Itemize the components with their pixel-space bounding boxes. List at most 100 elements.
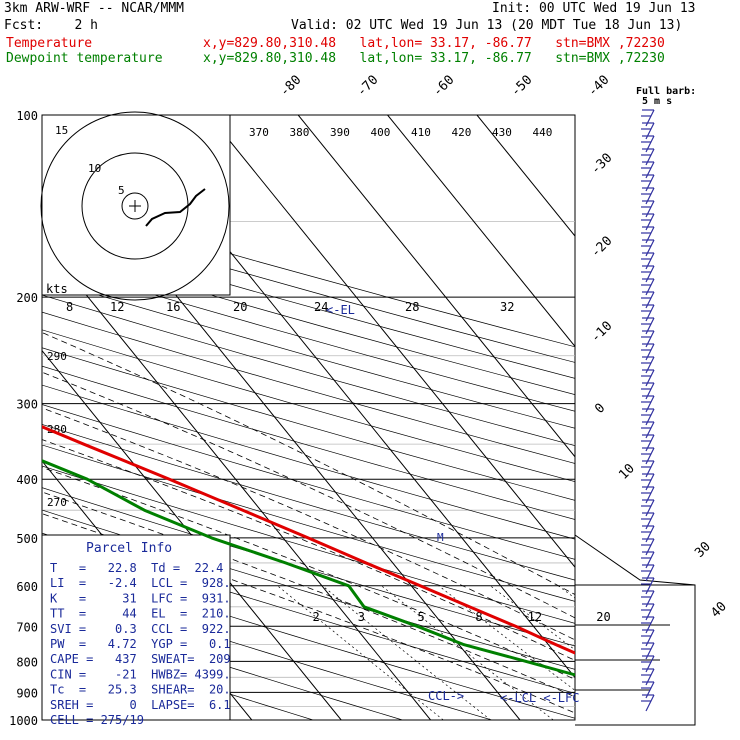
dry-adiabat — [42, 294, 575, 447]
dry-adiabat — [42, 581, 494, 720]
dry-adiabat — [42, 245, 575, 395]
hodograph-ring-label: 5 — [118, 184, 125, 197]
hodograph-speed-labels: 8 12 16 20 24 28 32 — [66, 300, 514, 314]
hodograph-ring — [40, 111, 230, 301]
hodograph-ring-label: 15 — [55, 124, 68, 137]
isotherm-label: 10 — [616, 461, 638, 483]
parcel-info-row: K = 31 LFC = 931. — [50, 591, 231, 605]
m-marker: M — [437, 531, 444, 544]
theta-label: 290 — [47, 350, 67, 363]
lower-right-extension — [574, 534, 696, 726]
speed-label: 12 — [110, 300, 124, 314]
barb-legend-title: Full barb: — [636, 86, 696, 97]
pressure-label: 100 — [16, 109, 38, 123]
isotherm — [476, 115, 575, 237]
pressure-label: 1000 — [9, 714, 38, 728]
hodograph-unit: kts — [46, 282, 68, 296]
moist-adiabat — [42, 491, 575, 698]
theta-e-label: 370 — [249, 126, 269, 139]
dry-adiabat — [42, 444, 575, 602]
mixing-ratio-line — [322, 585, 491, 720]
parcel-info-row: LI = -2.4 LCL = 928. — [50, 576, 231, 590]
parcel-info-row: PW = 4.72 YGP = 0.1 — [50, 637, 231, 651]
wind-barb — [645, 213, 655, 231]
theta-e-label: 400 — [371, 126, 391, 139]
valid-time: Valid: 02 UTC Wed 19 Jun 13 (20 MDT Tue … — [291, 18, 683, 33]
profiles — [42, 425, 575, 677]
isotherm-label: -70 — [354, 73, 381, 100]
parcel-info-box: Parcel Info T = 22.8 Td = 22.4LI = -2.4 … — [41, 534, 231, 727]
moist-adiabat — [42, 371, 575, 619]
theta-e-label: 440 — [533, 126, 553, 139]
wind-barb — [645, 694, 655, 712]
model-title: 3km ARW-WRF -- NCAR/MMM — [4, 1, 185, 16]
dry-adiabat — [42, 424, 575, 581]
hodograph-ring — [121, 192, 149, 220]
parcel-info-row: SREH = 0 LAPSE= 6.1 — [50, 698, 231, 712]
wind-barb — [645, 148, 655, 166]
mixing-ratio-label: 2 — [313, 610, 320, 624]
theta-e-label: 420 — [452, 126, 472, 139]
hodograph-trace — [145, 188, 206, 227]
isotherm-label: -50 — [508, 73, 535, 100]
isotherm-label: -40 — [585, 73, 612, 100]
dry-adiabat — [42, 606, 404, 720]
parcel-info-row: T = 22.8 Td = 22.4 — [50, 561, 223, 575]
hodograph-frame — [41, 114, 231, 296]
parcel-info-title: Parcel Info — [86, 541, 172, 556]
init-time: Init: 00 UTC Wed 19 Jun 13 — [492, 1, 696, 16]
temperature-profile — [42, 425, 575, 655]
pressure-label: 800 — [16, 655, 38, 669]
speed-label: 24 — [314, 300, 328, 314]
wind-barb — [645, 122, 655, 140]
moist-adiabat — [42, 467, 575, 680]
dry-adiabat — [42, 261, 575, 412]
dewpoint-profile — [42, 459, 575, 677]
parcel-info-frame — [41, 534, 231, 721]
theta-e-label: 410 — [411, 126, 431, 139]
speed-label: 20 — [233, 300, 247, 314]
isotherm — [42, 349, 342, 720]
isotherm — [42, 239, 431, 720]
theta-label: 280 — [47, 423, 67, 436]
temperature-location: x,y=829.80,310.48 lat,lon= 33.17, -86.77… — [203, 36, 665, 51]
theta-label: 270 — [47, 496, 67, 509]
theta-e-label: 430 — [492, 126, 512, 139]
wind-barbs — [641, 109, 655, 712]
level-annotation: <-LCL <-LFC — [500, 691, 579, 705]
mixing-ratio-label: 5 — [418, 610, 425, 624]
wind-barb — [645, 174, 655, 192]
theta-e-labels: 370 380 390 400 410 420 430 440 — [249, 126, 552, 139]
dry-adiabat — [42, 277, 575, 429]
dewpoint-location: x,y=829.80,310.48 lat,lon= 33.17, -86.77… — [203, 51, 665, 66]
wind-barb — [645, 239, 655, 257]
isotherm — [297, 115, 575, 458]
speed-label: 32 — [500, 300, 514, 314]
theta-e-label: 390 — [330, 126, 350, 139]
mixing-ratio-label: 3 — [358, 610, 365, 624]
parcel-info-row: Tc = 25.3 SHEAR= 20. — [50, 683, 231, 697]
isotherm-label: -10 — [588, 319, 615, 346]
forecast-hour: Fcst: 2 h — [4, 18, 98, 33]
dry-adiabat — [42, 347, 575, 501]
hodograph-ring-label: 10 — [88, 162, 101, 175]
speed-label: 8 — [66, 300, 73, 314]
wind-barb — [645, 187, 655, 205]
level-annotations: <-EL CCL-> <-LCL <-LFC — [326, 303, 579, 705]
isotherm-label: -60 — [430, 73, 457, 100]
pressure-label: 900 — [16, 686, 38, 700]
diagram-grid — [42, 115, 575, 720]
wind-barb — [645, 226, 655, 244]
mixing-ratio-label: 8 — [475, 610, 482, 624]
wind-barb — [645, 135, 655, 153]
pressure-label: 200 — [16, 291, 38, 305]
parcel-info-row: CAPE = 437 SWEAT= 209 — [50, 652, 231, 666]
isotherm-label: -20 — [588, 234, 615, 261]
isotherm-label: 30 — [692, 539, 714, 561]
parcel-info-row: TT = 44 EL = 210. — [50, 607, 231, 621]
temperature-legend: Temperature — [6, 36, 93, 51]
isotherm — [387, 115, 575, 348]
wind-barb — [645, 161, 655, 179]
dry-adiabat — [42, 465, 575, 624]
